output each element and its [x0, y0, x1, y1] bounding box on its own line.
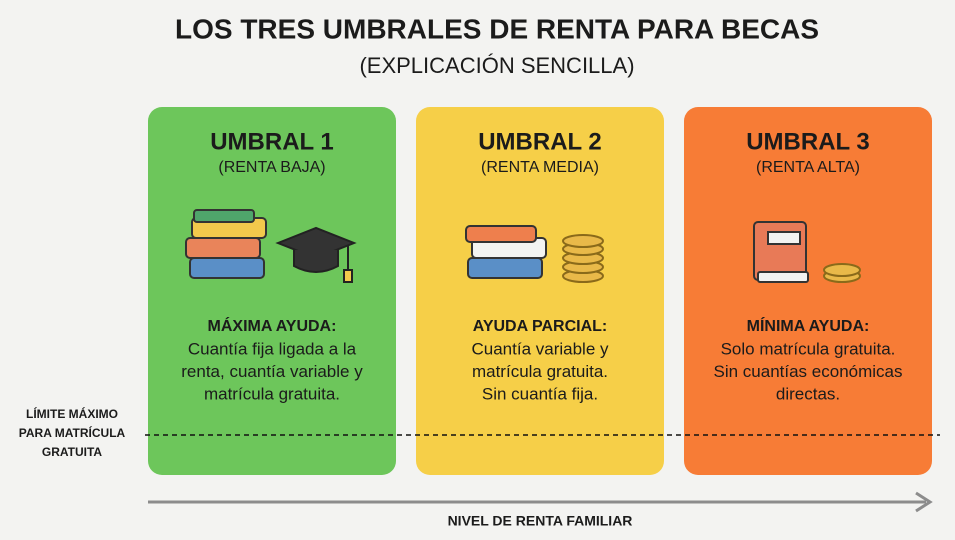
graduation-cap-icon: [275, 226, 357, 283]
card-text: Cuantía variable y: [471, 339, 609, 358]
card-heading: MÁXIMA AYUDA:: [208, 316, 337, 335]
card-text: Sin cuantía fija.: [482, 384, 598, 403]
card-subtitle: (RENTA ALTA): [756, 159, 860, 176]
card-heading: MÍNIMA AYUDA:: [747, 316, 870, 335]
card: [148, 107, 396, 475]
card-text: Cuantía fija ligada a la: [188, 339, 357, 358]
card-text: matrícula gratuita.: [204, 384, 340, 403]
card-text: Sin cuantías económicas: [714, 362, 903, 381]
title: LOS TRES UMBRALES DE RENTA PARA BECAS: [175, 13, 819, 44]
coin-icon: [823, 263, 861, 283]
card-text: directas.: [776, 384, 840, 403]
card-text: matrícula gratuita.: [472, 362, 608, 381]
arrow-head: [915, 491, 933, 513]
card-text: Solo matrícula gratuita.: [721, 339, 896, 358]
dynamic-texts: UMBRAL 1 (RENTA BAJA) MÁXIMA AYUDA: Cuantía…: [19, 128, 903, 459]
card-title: UMBRAL 2: [478, 128, 602, 155]
card-text: renta, cuantía variable y: [181, 362, 363, 381]
limit-label: LÍMITE MÁXIMO: [26, 406, 118, 421]
books-icon: [185, 209, 267, 279]
card: [416, 107, 664, 475]
card: [684, 107, 932, 475]
subtitle: (EXPLICACIÓN SENCILLA): [359, 53, 634, 78]
card-subtitle: (RENTA MEDIA): [481, 159, 599, 176]
book-icon: [753, 221, 809, 283]
limit-label: PARA MATRÍCULA: [19, 425, 126, 440]
limit-label: GRATUITA: [42, 445, 103, 459]
axis-label: NIVEL DE RENTA FAMILIAR: [448, 513, 633, 529]
card-subtitle: (RENTA BAJA): [218, 159, 325, 176]
card-title: UMBRAL 1: [210, 128, 334, 155]
books-icon: [465, 225, 547, 279]
card-heading: AYUDA PARCIAL:: [473, 318, 608, 335]
card-title: UMBRAL 3: [746, 128, 870, 155]
coins-icon: [562, 234, 604, 283]
